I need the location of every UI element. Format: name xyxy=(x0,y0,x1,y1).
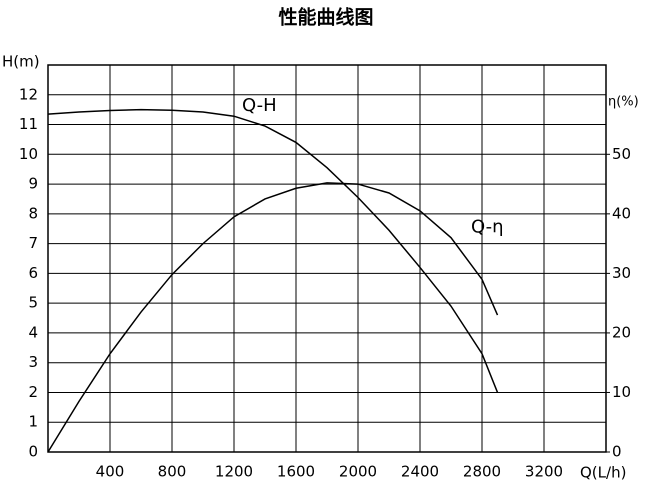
series-label: Q-η xyxy=(471,217,504,238)
y-tick-label: 5 xyxy=(28,294,38,312)
y-tick-label: 9 xyxy=(28,175,38,193)
x-tick-label: 1600 xyxy=(277,463,315,481)
y-tick-label: 7 xyxy=(28,234,38,252)
y2-tick-label: 20 xyxy=(612,323,631,341)
y-tick-label: 0 xyxy=(28,443,38,461)
x-tick-label: 2000 xyxy=(339,463,377,481)
y-tick-label: 12 xyxy=(19,85,38,103)
y2-axis-label: η(%) xyxy=(608,95,639,110)
series-line xyxy=(47,108,499,393)
y-tick-label: 2 xyxy=(28,383,38,401)
series-label: Q-H xyxy=(242,95,277,116)
y-tick-label: 1 xyxy=(28,413,38,431)
y-tick-label: 4 xyxy=(28,323,38,341)
y-tick-label: 11 xyxy=(19,115,38,133)
x-tick-label: 800 xyxy=(158,463,187,481)
y2-tick-label: 40 xyxy=(612,204,631,222)
chart-title: 性能曲线图 xyxy=(278,6,373,29)
x-tick-label: 400 xyxy=(96,463,125,481)
y2-tick-label: 10 xyxy=(612,383,631,401)
x-axis-label: Q(L/h) xyxy=(580,464,626,482)
y-axis-label: H(m) xyxy=(2,53,40,71)
x-tick-label: 3200 xyxy=(525,463,563,481)
y-tick-label: 8 xyxy=(28,204,38,222)
y-tick-label: 3 xyxy=(28,353,38,371)
plot-frame xyxy=(47,64,607,453)
y2-tick-label: 30 xyxy=(612,264,631,282)
y2-tick-label: 50 xyxy=(612,145,631,163)
y2-tick-label: 0 xyxy=(612,443,622,461)
y-tick-label: 10 xyxy=(19,145,38,163)
x-tick-label: 2400 xyxy=(401,463,439,481)
x-tick-label: 1200 xyxy=(215,463,253,481)
series-line xyxy=(47,182,499,453)
y-tick-label: 6 xyxy=(28,264,38,282)
x-tick-label: 2800 xyxy=(463,463,501,481)
